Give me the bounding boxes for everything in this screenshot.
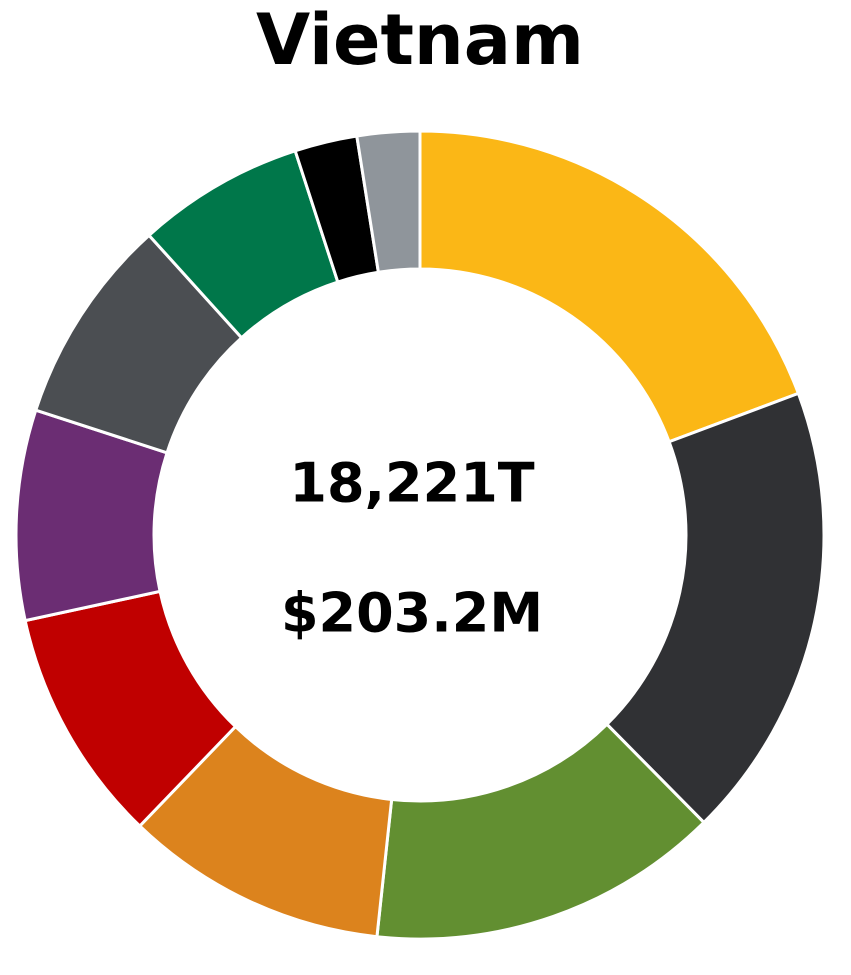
donut-segment bbox=[355, 129, 422, 274]
donut-segment bbox=[418, 129, 801, 444]
chart-title: Vietnam bbox=[256, 0, 584, 81]
center-label: 18,221T bbox=[289, 452, 534, 515]
donut-segment bbox=[604, 391, 826, 825]
center-label: $203.2M bbox=[281, 582, 543, 645]
